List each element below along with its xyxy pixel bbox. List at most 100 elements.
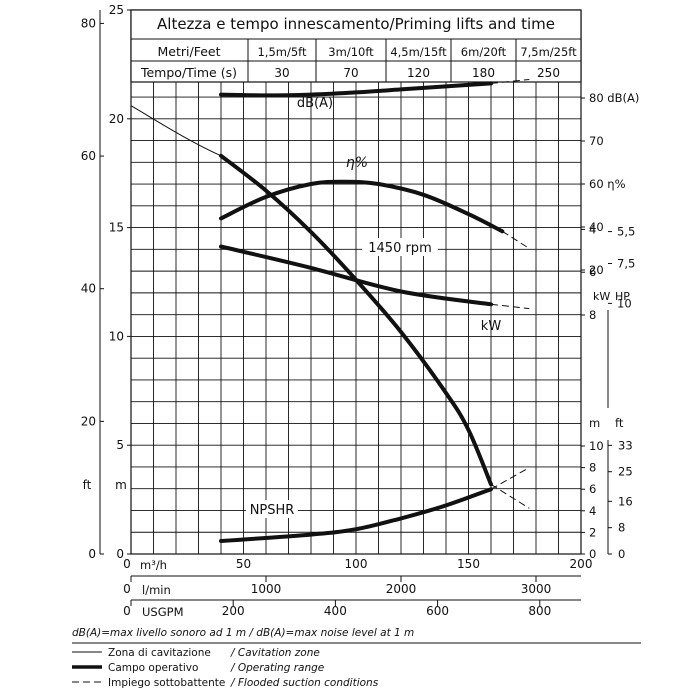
npshr-curve-label-bg [246, 500, 298, 518]
npshr-curve-flooded-dashed [490, 467, 530, 490]
usgpm-tick-label: 800 [528, 604, 551, 618]
lmin-tick-label: 3000 [521, 582, 552, 596]
kw-tick-label: 4 [589, 222, 596, 236]
m-tick-label: 20 [109, 112, 124, 126]
left-axes: 0 5 10 15 20 25 0 20 40 60 80 ft m [81, 3, 132, 561]
kw-tick-label: 6 [589, 265, 596, 279]
legend-label-it: Impiego sottobattente [108, 677, 225, 689]
m-tick-label: 5 [116, 438, 124, 452]
head-curve-label-bg [362, 238, 438, 256]
legend-label-it: Zona di cavitazione [108, 647, 211, 659]
table-title: Altezza e tempo innescamento/Priming lif… [157, 15, 555, 33]
npsh-ft-tick-label: 0 [618, 547, 625, 561]
table-time-cell: 250 [537, 66, 560, 80]
m3h-tick-label: 50 [236, 557, 251, 571]
npshr-curve-label: NPSHR [250, 503, 295, 518]
db-tick-label: 80 dB(A) [589, 91, 639, 105]
table-time-cell: 70 [343, 66, 358, 80]
m-tick-label: 0 [116, 547, 124, 561]
ft-axis-label: ft [83, 478, 92, 492]
hp-tick-label: 7,5 [617, 256, 635, 270]
npsh-m-tick-label: 6 [589, 482, 596, 496]
legend-label-en: / Cavitation zone [230, 647, 320, 659]
grid-lines [130, 10, 582, 555]
noise-note: dB(A)=max livello sonoro ad 1 m / dB(A)=… [72, 627, 414, 639]
legend: dB(A)=max livello sonoro ad 1 m / dB(A)=… [72, 627, 641, 689]
table-height-cell: 6m/20ft [461, 45, 507, 59]
lmin-tick-label: 2000 [386, 582, 417, 596]
table-time-cell: 120 [407, 66, 430, 80]
hp-axis-label: HP [615, 290, 630, 303]
priming-table: Altezza e tempo innescamento/Priming lif… [130, 9, 582, 83]
npsh-ft-tick-label: 16 [618, 494, 633, 508]
legend-label-it: Campo operativo [108, 662, 198, 674]
head-curve-cavitation-zone [130, 105, 222, 157]
power-kw-curve [219, 244, 493, 307]
lmin-tick-label: 1000 [251, 582, 282, 596]
m-tick-label: 10 [109, 329, 124, 343]
hp-tick-label: 10 [617, 296, 632, 310]
lmin-axis-label: l/min [142, 583, 171, 597]
usgpm-axis-label: USGPM [142, 605, 184, 619]
table-time-cell: 180 [472, 66, 495, 80]
usgpm-tick-label: 0 [123, 604, 131, 618]
usgpm-tick-label: 400 [324, 604, 347, 618]
bottom-axes: 0 50 100 150 200 m³/h 0 1000 2000 3000 l/min 0 200 40… [123, 553, 593, 619]
ft-tick-label: 40 [81, 282, 96, 296]
efficiency-curve-label: η% [346, 155, 368, 171]
npsh-ft-tick-label: 25 [618, 465, 633, 479]
table-row-label: Tempo/Time (s) [140, 65, 237, 80]
npsh-m-tick-label: 2 [589, 525, 596, 539]
head-curve-1450rpm-flooded-dashed [490, 483, 530, 509]
npsh-m-tick-label: 0 [589, 547, 596, 561]
head-curve-1450rpm [219, 153, 493, 487]
npsh-m-tick-label: 4 [589, 504, 596, 518]
npsh-ft-tick-label: 8 [618, 521, 625, 535]
m3h-tick-label: 0 [123, 557, 131, 571]
ft-tick-label: 80 [81, 16, 96, 30]
usgpm-tick-label: 200 [222, 604, 245, 618]
table-height-cell: 7,5m/25ft [520, 45, 577, 59]
npsh-ft-tick-label: 33 [618, 438, 633, 452]
curves: dB(A) η% 1450 rpm kW NPSHR [130, 79, 530, 543]
ft-tick-label: 60 [81, 149, 96, 163]
npsh-m-tick-label: 10 [589, 439, 604, 453]
table-box [130, 9, 582, 83]
table-height-cell: 1,5m/5ft [257, 45, 307, 59]
lmin-tick-label: 0 [123, 582, 131, 596]
npsh-m-tick-label: 8 [589, 461, 596, 475]
kw-axis-label: kW [593, 290, 610, 303]
hp-tick-label: 5,5 [617, 225, 635, 239]
table-row-label: Metri/Feet [158, 44, 221, 59]
table-height-cell: 4,5m/15ft [390, 45, 447, 59]
npsh-ft-label: ft [615, 416, 624, 430]
db-tick-label: 70 [589, 134, 604, 148]
m3h-axis-label: m³/h [140, 558, 167, 572]
kw-curve-label: kW [481, 319, 502, 334]
eff-tick-label: 40 [589, 220, 604, 234]
legend-label-en: / Operating range [230, 662, 324, 674]
m-axis-label: m [115, 478, 127, 492]
m3h-tick-label: 200 [570, 557, 593, 571]
table-height-cell: 3m/10ft [328, 45, 374, 59]
legend-label-en: / Flooded suction conditions [230, 677, 379, 689]
ft-tick-label: 0 [88, 547, 96, 561]
eff-tick-label: 20 [589, 263, 604, 277]
usgpm-tick-label: 600 [426, 604, 449, 618]
power-kw-curve-flooded-dashed [490, 303, 530, 310]
db-curve [219, 81, 493, 98]
m-tick-label: 25 [109, 3, 124, 17]
kw-tick-label: 8 [589, 308, 596, 322]
table-time-cell: 30 [274, 66, 289, 80]
npshr-curve [219, 487, 493, 543]
head-curve-label: 1450 rpm [368, 241, 431, 256]
m-tick-label: 15 [109, 221, 124, 235]
db-curve-flooded-dashed [490, 79, 530, 84]
ft-tick-label: 20 [81, 414, 96, 428]
m3h-tick-label: 150 [457, 557, 480, 571]
efficiency-curve-flooded-dashed [502, 230, 530, 249]
npsh-m-label: m [589, 416, 600, 430]
db-curve-label: dB(A) [297, 96, 333, 111]
